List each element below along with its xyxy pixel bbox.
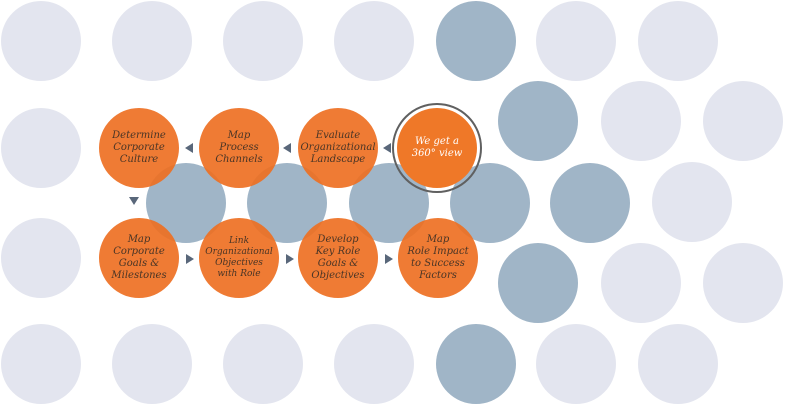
step-label: Determine Corporate Culture — [112, 130, 166, 165]
hub-ring — [392, 103, 482, 193]
background-circle — [703, 243, 783, 323]
blue-circle — [436, 1, 516, 81]
background-circle — [1, 108, 81, 188]
background-circle — [652, 162, 732, 242]
step-evaluate-organizational-landscape: Evaluate Organizational Landscape — [298, 108, 378, 188]
arrow-right-icon — [186, 254, 194, 264]
background-circle — [601, 243, 681, 323]
hub-label: We get a 360° view — [411, 136, 463, 159]
background-circle — [638, 1, 718, 81]
arrow-left-icon — [283, 143, 291, 153]
arrow-left-icon — [185, 143, 193, 153]
step-label: Map Corporate Goals & Milestones — [111, 234, 167, 281]
blue-circle — [436, 324, 516, 404]
background-circle — [223, 1, 303, 81]
blue-circle — [498, 243, 578, 323]
background-circle — [1, 1, 81, 81]
arrow-left-icon — [383, 143, 391, 153]
step-label: Develop Key Role Goals & Objectives — [311, 234, 365, 281]
blue-circle — [550, 163, 630, 243]
arrow-right-icon — [286, 254, 294, 264]
hub-circle: We get a 360° view — [397, 108, 477, 188]
step-label: Evaluate Organizational Landscape — [300, 130, 376, 165]
background-circle — [536, 324, 616, 404]
background-circle — [334, 1, 414, 81]
step-label: Map Role Impact to Success Factors — [407, 234, 469, 281]
background-circle — [112, 324, 192, 404]
step-map-role-impact: Map Role Impact to Success Factors — [398, 218, 478, 298]
step-link-organizational-objectives: Link Organizational Objectives with Role — [199, 218, 279, 298]
background-circle — [703, 81, 783, 161]
background-circle — [536, 1, 616, 81]
step-determine-corporate-culture: Determine Corporate Culture — [99, 108, 179, 188]
step-develop-key-role-goals: Develop Key Role Goals & Objectives — [298, 218, 378, 298]
background-circle — [334, 324, 414, 404]
step-label: Link Organizational Objectives with Role — [205, 236, 273, 279]
step-map-corporate-goals: Map Corporate Goals & Milestones — [99, 218, 179, 298]
arrow-down-icon — [129, 197, 139, 205]
background-circle — [1, 218, 81, 298]
step-label: Map Process Channels — [215, 130, 263, 165]
background-circle — [112, 1, 192, 81]
background-circle — [601, 81, 681, 161]
blue-circle — [498, 81, 578, 161]
background-circle — [638, 324, 718, 404]
background-circle — [1, 324, 81, 404]
arrow-right-icon — [385, 254, 393, 264]
step-map-process-channels: Map Process Channels — [199, 108, 279, 188]
background-circle — [223, 324, 303, 404]
